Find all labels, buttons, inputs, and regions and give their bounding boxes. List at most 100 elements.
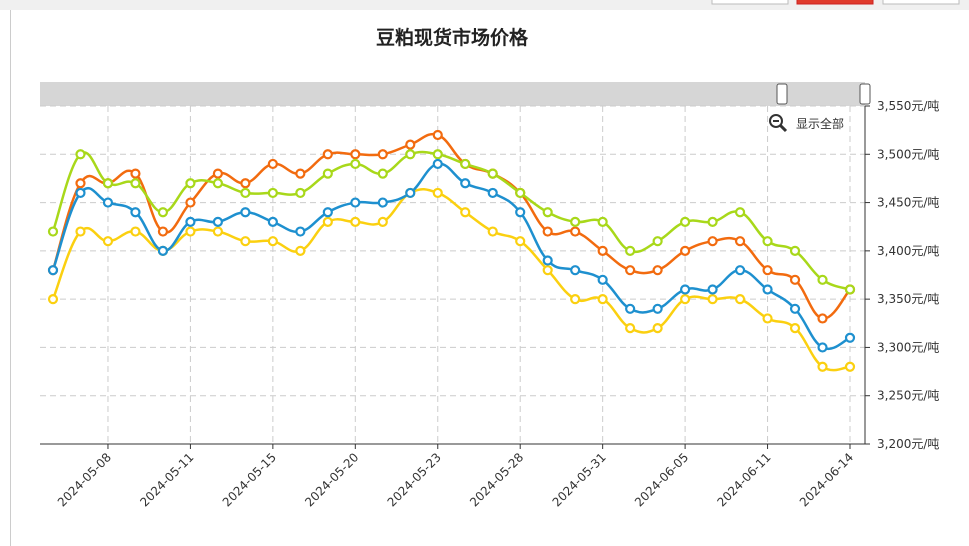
point <box>680 245 691 256</box>
y-tick-label: 3,400元/吨 <box>877 244 939 258</box>
point <box>597 245 608 256</box>
point <box>570 265 581 276</box>
zoom-icon <box>778 123 788 133</box>
point <box>789 245 801 256</box>
point <box>322 168 333 179</box>
point <box>680 216 691 227</box>
point <box>102 197 114 208</box>
point <box>432 129 443 141</box>
point <box>542 255 553 266</box>
point <box>295 187 306 199</box>
point <box>432 158 443 170</box>
y-tick-label: 3,250元/吨 <box>877 389 939 403</box>
point <box>322 149 333 160</box>
point <box>460 207 471 218</box>
zoom-reset[interactable]: 显示全部 <box>796 116 844 131</box>
y-tick-label: 3,500元/吨 <box>877 147 939 161</box>
point <box>377 197 388 208</box>
point <box>680 284 691 295</box>
point <box>597 216 608 227</box>
point <box>487 187 498 199</box>
series-line <box>51 188 851 372</box>
point <box>130 168 141 179</box>
point <box>597 274 608 285</box>
x-tick-label: 2024-06-14 <box>797 450 856 509</box>
y-tick-label: 3,350元/吨 <box>877 292 939 306</box>
point <box>707 216 718 227</box>
zoom-icon[interactable] <box>769 114 783 128</box>
x-tick-label: 2024-05-08 <box>55 450 114 509</box>
point <box>377 216 388 227</box>
point <box>487 168 498 179</box>
point <box>377 168 388 179</box>
point <box>734 294 746 305</box>
point <box>707 284 718 295</box>
series-line <box>51 132 851 320</box>
zoom-handle[interactable] <box>859 83 871 105</box>
point <box>844 361 856 372</box>
point <box>515 187 526 199</box>
point <box>405 139 416 150</box>
point <box>432 187 443 199</box>
point <box>460 158 471 170</box>
point <box>75 178 86 189</box>
x-tick-label: 2024-05-28 <box>467 450 526 509</box>
point <box>570 226 581 237</box>
point <box>432 149 443 160</box>
point <box>625 265 636 276</box>
point <box>185 178 196 189</box>
point <box>570 216 581 227</box>
point <box>295 168 306 179</box>
point <box>350 149 361 160</box>
button[interactable] <box>711 0 789 5</box>
button[interactable] <box>882 0 960 5</box>
point <box>102 236 114 247</box>
point <box>405 187 416 199</box>
point <box>542 226 553 237</box>
point <box>295 245 306 256</box>
point <box>734 236 746 247</box>
point <box>625 245 636 256</box>
point <box>515 236 526 247</box>
point <box>844 332 856 343</box>
point <box>267 158 278 170</box>
y-tick-label: 3,450元/吨 <box>877 196 939 210</box>
point <box>817 361 828 372</box>
x-tick-label: 2024-06-11 <box>714 450 773 509</box>
series-line <box>51 162 851 351</box>
point <box>157 245 169 256</box>
point <box>130 226 141 237</box>
point <box>652 323 663 334</box>
zoom-bar[interactable] <box>40 82 865 106</box>
point <box>844 284 856 295</box>
point <box>75 149 86 160</box>
point <box>75 226 86 237</box>
point <box>212 178 223 189</box>
point <box>212 226 223 237</box>
button[interactable] <box>796 0 874 5</box>
point <box>762 265 773 276</box>
point <box>350 158 361 170</box>
x-tick-label: 2024-05-15 <box>220 450 279 509</box>
point <box>707 294 718 305</box>
point <box>515 207 526 218</box>
point <box>102 178 114 189</box>
point <box>817 274 828 285</box>
point <box>377 149 388 160</box>
point <box>185 216 196 227</box>
point <box>570 294 581 305</box>
point <box>817 313 828 324</box>
point <box>652 265 663 276</box>
point <box>267 236 278 247</box>
x-tick-label: 2024-05-23 <box>385 450 444 509</box>
point <box>75 187 86 199</box>
point <box>185 226 196 237</box>
point <box>487 226 498 237</box>
point <box>157 207 169 218</box>
point <box>652 303 663 314</box>
x-tick-label: 2024-05-11 <box>137 450 196 509</box>
chart-title: 豆粕现货市场价格 <box>376 26 529 49</box>
zoom-handle[interactable] <box>776 83 788 105</box>
